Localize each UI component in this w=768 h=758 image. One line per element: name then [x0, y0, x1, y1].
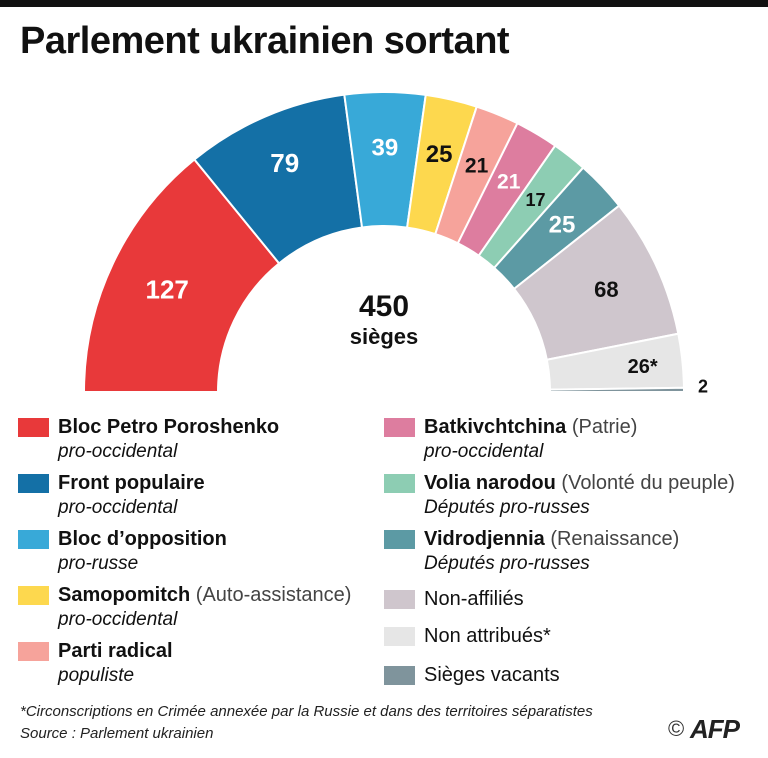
- legend-label: Non-affiliés: [424, 588, 524, 610]
- legend-translation: (Patrie): [566, 416, 638, 438]
- legend-swatch: [384, 418, 415, 437]
- legend-swatch: [384, 627, 415, 646]
- legend-label: Samopomitch (Auto-assistance): [58, 584, 352, 606]
- legend-swatch: [384, 590, 415, 609]
- legend-orientation: pro-occidental: [58, 609, 178, 630]
- legend-label: Non attribués*: [424, 625, 551, 647]
- segment-label-non-affili-s: 68: [594, 277, 618, 302]
- segment-label-bloc-petro-poroshenko: 127: [146, 274, 189, 304]
- legend-orientation: pro-russe: [58, 553, 139, 574]
- legend-orientation: populiste: [58, 665, 135, 686]
- legend-orientation: Députés pro-russes: [424, 553, 590, 574]
- legend-swatch: [384, 530, 415, 549]
- legend-label: Bloc d’opposition: [58, 528, 227, 550]
- segment-si-ges-vacants: [548, 386, 686, 393]
- legend-orientation: pro-occidental: [58, 497, 178, 518]
- legend-orientation: Députés pro-russes: [424, 497, 590, 518]
- legend-swatch: [18, 642, 49, 661]
- legend-label: Parti radical: [58, 640, 173, 662]
- segment-label-volia-narodou: 17: [525, 190, 545, 210]
- legend-label: Batkivchtchina (Patrie): [424, 416, 638, 438]
- legend-swatch: [18, 418, 49, 437]
- legend-label: Sièges vacants: [424, 664, 560, 686]
- legend-orientation: pro-occidental: [424, 441, 544, 462]
- legend-label: Vidrodjennia (Renaissance): [424, 528, 680, 550]
- copyright-symbol: ©: [668, 716, 685, 741]
- legend-label: Volia narodou (Volonté du peuple): [424, 472, 735, 494]
- legend-swatch: [384, 666, 415, 685]
- legend-swatch: [18, 586, 49, 605]
- legend-swatch: [18, 530, 49, 549]
- page-title: Parlement ukrainien sortant: [20, 20, 510, 62]
- segment-label-samopomitch: 25: [426, 141, 453, 168]
- segment-label-vidrodjennia: 25: [549, 211, 576, 238]
- legend-orientation: pro-occidental: [58, 441, 178, 462]
- segment-label-front-populaire: 79: [270, 148, 299, 178]
- segment-label-si-ges-vacants: 2: [698, 376, 708, 396]
- legend-swatch: [18, 474, 49, 493]
- segment-label-non-attribu-s: 26*: [628, 356, 658, 378]
- segment-label-bloc-d-opposition: 39: [372, 135, 399, 162]
- legend-translation: (Auto-assistance): [190, 584, 352, 606]
- footnote: *Circonscriptions en Crimée annexée par …: [20, 703, 593, 720]
- segment-label-batkivchtchina: 21: [497, 171, 521, 194]
- top-bar: [0, 0, 768, 7]
- hemicycle-arcs: [82, 91, 686, 393]
- afp-logo: AFP: [690, 714, 740, 744]
- segment-bloc-petro-poroshenko: [82, 158, 281, 393]
- source-line: Source : Parlement ukrainien: [20, 725, 214, 742]
- legend-translation: (Renaissance): [544, 528, 680, 550]
- legend-label: Front populaire: [58, 472, 205, 494]
- total-seats-number: 450: [359, 290, 409, 323]
- legend-swatch: [384, 474, 415, 493]
- segment-label-parti-radical: 21: [465, 155, 489, 178]
- legend-translation: (Volonté du peuple): [555, 472, 735, 494]
- legend-label: Bloc Petro Poroshenko: [58, 416, 280, 438]
- total-seats-unit: sièges: [350, 324, 419, 349]
